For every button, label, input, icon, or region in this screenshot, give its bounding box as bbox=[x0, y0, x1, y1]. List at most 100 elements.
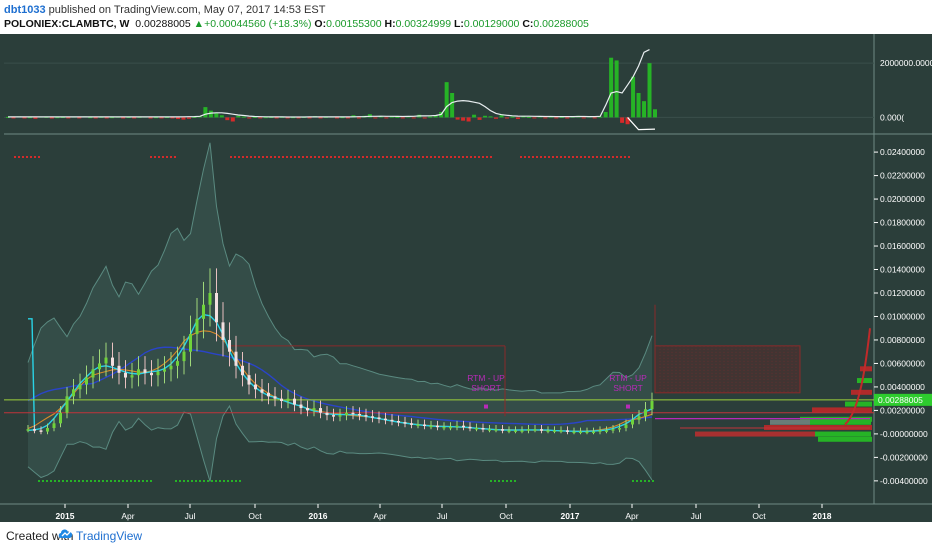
volume-bar bbox=[444, 82, 449, 118]
signal-dot-red bbox=[390, 156, 392, 158]
tradingview-link[interactable]: TradingView bbox=[76, 529, 143, 543]
volume-bar bbox=[378, 116, 383, 118]
tradingview-cloud-icon[interactable] bbox=[58, 527, 74, 541]
candle-body bbox=[338, 415, 342, 417]
volume-bar bbox=[493, 117, 498, 119]
last-price-tag bbox=[874, 393, 932, 406]
signal-dot-green bbox=[207, 480, 209, 482]
signal-dot-red bbox=[338, 156, 340, 158]
ohlc-legend: POLONIEX:CLAMBTC, W 0.00288005 ▲+0.00044… bbox=[4, 18, 589, 30]
change-arrow-icon: ▲ bbox=[193, 18, 205, 30]
signal-dot-green bbox=[514, 480, 516, 482]
signal-dot-red bbox=[394, 156, 396, 158]
bollinger-lower bbox=[27, 404, 653, 482]
candle-body bbox=[117, 365, 121, 373]
candle-body bbox=[585, 431, 589, 434]
candle-body bbox=[111, 357, 114, 366]
signal-dot-red bbox=[318, 156, 320, 158]
signal-dot-red bbox=[548, 156, 550, 158]
signal-dot-green bbox=[502, 480, 504, 482]
time-tick-label: 2016 bbox=[309, 511, 328, 521]
candle-body bbox=[332, 415, 335, 417]
volume-bar bbox=[181, 117, 186, 120]
chart-canvas[interactable]: 2000000.0000 0.000(0.02400000 0.02200000 0.… bbox=[0, 34, 932, 522]
volume-bar bbox=[132, 117, 137, 119]
signal-dot-red bbox=[382, 156, 384, 158]
signal-dot-red bbox=[266, 156, 268, 158]
candle-body bbox=[637, 416, 641, 420]
signal-dot-red bbox=[262, 156, 264, 158]
candle-body bbox=[449, 426, 452, 429]
symbol-label[interactable]: POLONIEX:CLAMBTC, W bbox=[4, 18, 130, 30]
volume-bar bbox=[373, 117, 378, 119]
signal-dot-red bbox=[26, 156, 28, 158]
candle-body bbox=[416, 424, 420, 427]
candle-body bbox=[410, 423, 413, 425]
volume-bar bbox=[27, 117, 32, 119]
volume-bar bbox=[186, 117, 191, 119]
annotation-label: RTM - UP bbox=[609, 373, 647, 383]
volume-tick-label: 0.000( bbox=[880, 112, 904, 122]
volume-bar bbox=[263, 117, 268, 119]
candle-body bbox=[481, 428, 485, 430]
price-tick-label: 0.02000000 bbox=[880, 194, 925, 204]
signal-dot-green bbox=[74, 480, 76, 482]
volume-bar bbox=[450, 93, 455, 118]
signal-dot-red bbox=[584, 156, 586, 158]
candle-body bbox=[72, 389, 75, 397]
signal-dot-red bbox=[246, 156, 248, 158]
candle-body bbox=[384, 418, 387, 421]
signal-dot-green bbox=[38, 480, 40, 482]
close-value: 0.00288005 bbox=[533, 18, 589, 30]
candle-body bbox=[260, 389, 264, 393]
volume-bar bbox=[581, 117, 586, 119]
candle-body bbox=[377, 417, 381, 419]
low-label: L: bbox=[453, 18, 464, 30]
signal-dot-green bbox=[640, 480, 642, 482]
volume-bar bbox=[554, 117, 559, 119]
ma-blue-line bbox=[27, 346, 653, 426]
volume-bar bbox=[483, 115, 488, 118]
signal-dot-green bbox=[150, 480, 152, 482]
volume-bar bbox=[148, 117, 153, 119]
signal-dot-green bbox=[86, 480, 88, 482]
signal-dot-red bbox=[150, 156, 152, 158]
volume-bar bbox=[175, 117, 180, 120]
signal-dot-red bbox=[322, 156, 324, 158]
high-label: H: bbox=[384, 18, 396, 30]
projection-zone bbox=[654, 345, 801, 394]
volume-profile-bar bbox=[770, 419, 810, 425]
volume-bar bbox=[77, 117, 82, 119]
signal-dot-red bbox=[490, 156, 492, 158]
candle-body bbox=[488, 429, 491, 431]
volume-profile-bar bbox=[818, 436, 872, 442]
candle-body bbox=[195, 318, 199, 335]
price-tick-label: 0.01400000 bbox=[880, 265, 925, 275]
candle-body bbox=[267, 392, 270, 397]
annotation-label: RTM - UP bbox=[467, 373, 505, 383]
candle-body bbox=[605, 430, 608, 432]
volume-bar bbox=[466, 117, 471, 122]
candle-body bbox=[618, 428, 621, 430]
candle-body bbox=[78, 384, 82, 390]
last-price: 0.00288005 bbox=[135, 18, 191, 30]
signal-dot-red bbox=[624, 156, 626, 158]
candle-body bbox=[52, 423, 56, 429]
signal-dot-green bbox=[146, 480, 148, 482]
volume-bar bbox=[60, 117, 65, 119]
candle-body bbox=[104, 357, 108, 364]
volume-bar bbox=[121, 117, 126, 119]
volume-bar bbox=[543, 117, 548, 119]
candle-body bbox=[429, 425, 433, 428]
signal-dot-red bbox=[434, 156, 436, 158]
signal-dot-red bbox=[422, 156, 424, 158]
signal-dot-green bbox=[498, 480, 500, 482]
candle-body bbox=[520, 430, 524, 432]
signal-dot-red bbox=[346, 156, 348, 158]
candle-body bbox=[455, 425, 459, 428]
volume-bar bbox=[395, 116, 400, 118]
signal-dot-red bbox=[366, 156, 368, 158]
volume-bar bbox=[241, 116, 246, 118]
author-link[interactable]: dbt1033 bbox=[4, 4, 46, 16]
signal-dot-green bbox=[102, 480, 104, 482]
